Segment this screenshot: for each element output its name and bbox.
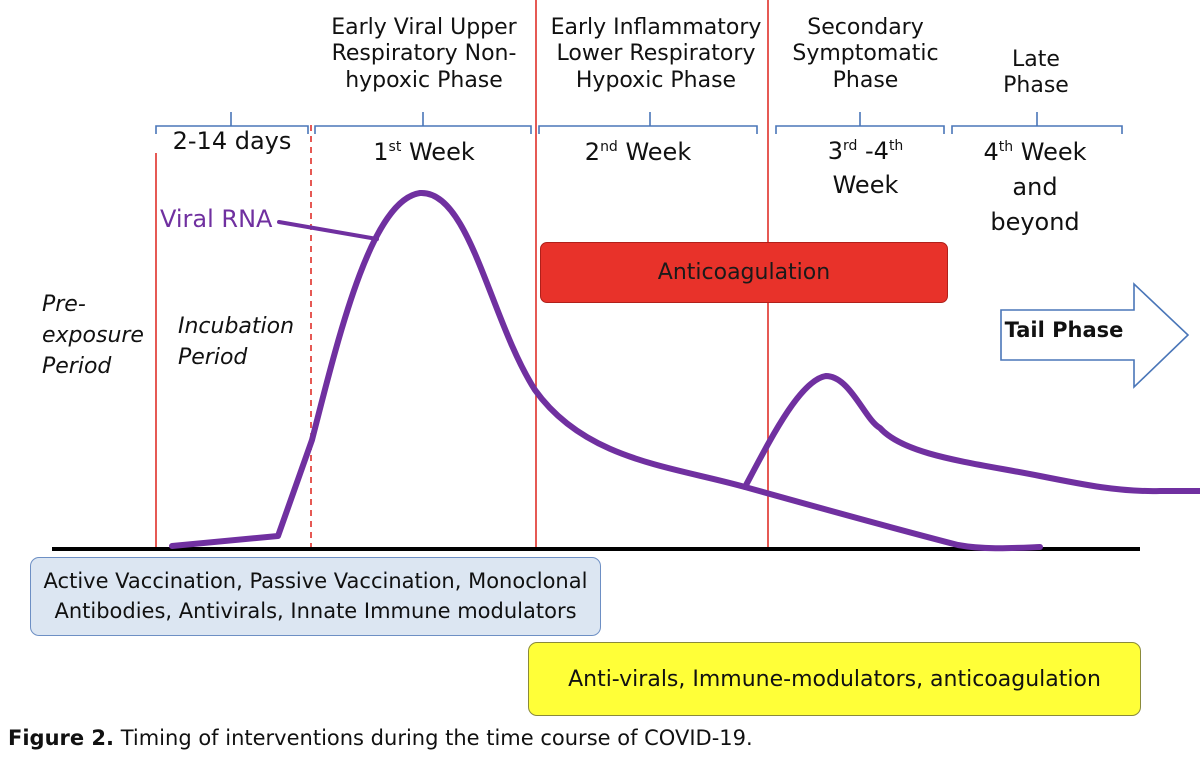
week-suffix: rd bbox=[842, 138, 858, 154]
week-text: Week bbox=[401, 138, 475, 166]
pre-exposure-line: Period bbox=[42, 353, 112, 379]
week2-label: 2nd Week bbox=[540, 138, 736, 167]
week3-4-line1: 3rd -4th bbox=[778, 135, 953, 169]
week3-4-line2: Week bbox=[832, 170, 899, 199]
pre-exposure-label: Pre- exposure Period bbox=[42, 290, 144, 382]
pre-exposure-line: exposure bbox=[42, 322, 144, 348]
week-suffix: nd bbox=[600, 139, 618, 155]
phase-title-secondary: Secondary Symptomatic Phase bbox=[778, 15, 953, 94]
caption-text: Timing of interventions during the time … bbox=[114, 726, 753, 750]
bracket-incubation bbox=[155, 112, 309, 134]
tail-phase-arrow bbox=[1000, 282, 1190, 389]
phase-title-line: Lower Respiratory bbox=[556, 41, 756, 67]
phase-title-line: Hypoxic Phase bbox=[575, 67, 737, 93]
bracket-week1 bbox=[314, 112, 532, 134]
incubation-days-label: 2-14 days bbox=[172, 127, 292, 155]
week-suffix: st bbox=[388, 139, 402, 155]
phase-title-line: Respiratory Non- bbox=[331, 41, 517, 67]
incubation-period-label: Incubation Period bbox=[178, 312, 294, 374]
secondary-peak-curve bbox=[742, 373, 1200, 495]
early-interventions-line: Antibodies, Antivirals, Innate Immune mo… bbox=[54, 598, 577, 623]
figure-caption: Figure 2. Timing of interventions during… bbox=[8, 726, 753, 750]
week-number: 4 bbox=[983, 138, 999, 166]
phase-title-line: Secondary bbox=[807, 15, 924, 40]
week4-beyond-label: 4th Week and beyond bbox=[960, 135, 1110, 239]
early-interventions-line: Active Vaccination, Passive Vaccination,… bbox=[43, 569, 588, 594]
week-number: 3 bbox=[827, 137, 843, 165]
phase-title-line: Late bbox=[1012, 47, 1060, 72]
week4-line3: beyond bbox=[990, 207, 1080, 236]
phase-title-line: Early Inflammatory bbox=[550, 15, 762, 40]
bracket-week3-4 bbox=[775, 112, 945, 134]
phase-title-late: Late Phase bbox=[980, 47, 1092, 100]
tail-phase-label: Tail Phase bbox=[1004, 318, 1124, 342]
week-number: 1 bbox=[373, 138, 389, 166]
pre-exposure-line: Pre- bbox=[42, 292, 86, 317]
phase-title-line: Early Viral Upper bbox=[331, 15, 517, 40]
week-suffix: th bbox=[888, 138, 904, 154]
viral-rna-pointer bbox=[277, 220, 379, 241]
caption-label: Figure 2. bbox=[8, 726, 115, 750]
week4-line1: 4th Week bbox=[960, 135, 1110, 170]
phase-title-early-inflammatory: Early Inflammatory Lower Respiratory Hyp… bbox=[540, 15, 772, 94]
phase-title-early-viral: Early Viral Upper Respiratory Non- hypox… bbox=[318, 15, 530, 94]
week-text: -4 bbox=[857, 137, 889, 165]
bracket-week2 bbox=[538, 112, 758, 134]
week3-4-label: 3rd -4th Week bbox=[778, 135, 953, 202]
early-interventions-text: Active Vaccination, Passive Vaccination,… bbox=[44, 567, 588, 626]
week-text: Week bbox=[617, 138, 692, 166]
week-suffix: th bbox=[998, 139, 1014, 155]
viral-rna-label: Viral RNA bbox=[160, 205, 273, 233]
phase-title-line: Phase bbox=[1003, 73, 1069, 99]
early-interventions-box: Active Vaccination, Passive Vaccination,… bbox=[30, 557, 601, 636]
bracket-week4-beyond bbox=[951, 112, 1123, 134]
week-text: Week bbox=[1013, 138, 1087, 166]
incubation-line: Period bbox=[178, 344, 248, 370]
late-interventions-box: Anti-virals, Immune-modulators, anticoag… bbox=[528, 642, 1141, 716]
incubation-line: Incubation bbox=[178, 314, 295, 339]
week1-label: 1st Week bbox=[318, 138, 530, 167]
week4-line2: and bbox=[1012, 172, 1058, 201]
phase-title-line: hypoxic Phase bbox=[345, 67, 503, 93]
phase-title-line: Phase bbox=[832, 67, 899, 93]
phase-title-line: Symptomatic bbox=[792, 41, 939, 67]
anticoagulation-box: Anticoagulation bbox=[540, 242, 948, 303]
week-number: 2 bbox=[584, 138, 601, 166]
period-brackets bbox=[155, 112, 1123, 134]
